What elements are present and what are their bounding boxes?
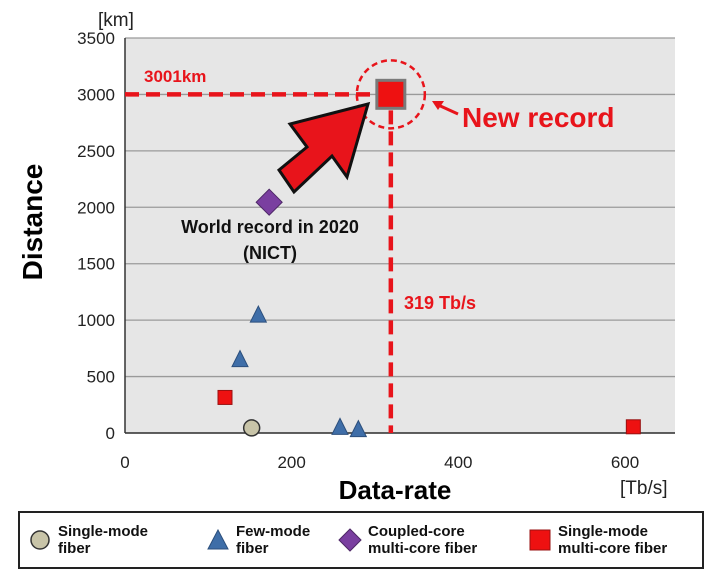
x-tick-label: 600 [611,453,639,472]
y-unit-label: [km] [98,10,134,31]
legend-label-line2: multi-core fiber [368,540,478,557]
point-triangle [231,349,249,368]
y-tick-label: 2000 [77,198,115,217]
square-marker-icon [529,529,551,551]
y-tick-label: 1000 [77,311,115,330]
y-tick-label: 3000 [77,85,115,104]
point-triangle [349,419,368,438]
record-distance-label: 3001km [144,67,206,86]
x-tick-label: 400 [444,453,472,472]
point-square [217,389,233,405]
arrow-icon [276,101,371,195]
legend-label-line2: multi-core fiber [558,540,668,557]
record-arrow [276,101,371,195]
legend-label-line1: Few-mode [236,523,311,540]
y-tick-label: 1500 [77,255,115,274]
x-unit-label: [Tb/s] [620,478,668,499]
triangle-marker-icon [207,528,229,550]
legend-label-line1: Coupled-core [368,523,465,540]
point-square [625,419,641,435]
y-tick-label: 0 [106,424,115,443]
prev-record-org-label: (NICT) [243,243,297,263]
data-points [217,78,641,438]
new-record-pointer-head [432,101,444,110]
legend-item-coupled-core-multi-core-fiber: Coupled-core multi-core fiber [338,513,477,567]
y-tick-labels: 0 500 1000 1500 2000 2500 3000 3500 [77,29,115,443]
legend: Single-mode fiber Few-mode fiber Coupled… [18,511,704,569]
point-circle [242,419,261,437]
legend-label-line1: Single-mode [558,523,649,540]
x-tick-label: 0 [120,453,129,472]
prev-record-label: World record in 2020 [181,217,359,237]
circle-marker-icon [30,530,50,550]
new-record-label: New record [462,102,615,133]
x-tick-labels: 0 200 400 600 [120,453,639,472]
record-point [375,78,407,110]
y-tick-label: 3500 [77,29,115,48]
legend-label-line2: fiber [236,540,269,557]
legend-item-single-mode-fiber: Single-mode fiber [28,513,148,567]
y-tick-label: 2500 [77,142,115,161]
point-triangle [331,417,349,435]
y-tick-label: 500 [87,368,115,387]
legend-label-line2: fiber [58,540,91,557]
legend-label-line1: Single-mode [58,523,149,540]
y-axis-title: Distance [17,164,48,281]
x-axis-title: Data-rate [339,475,452,505]
record-guide-lines [125,59,459,433]
point-diamond [255,188,283,216]
axes [124,38,675,434]
record-rate-label: 319 Tb/s [404,293,476,313]
point-triangle [249,304,268,323]
diamond-marker-icon [338,528,362,552]
x-tick-label: 200 [277,453,305,472]
legend-item-few-mode-fiber: Few-mode fiber [206,513,310,567]
record-highlight-circle [355,59,427,130]
legend-item-single-mode-multi-core-fiber: Single-mode multi-core fiber [528,513,667,567]
